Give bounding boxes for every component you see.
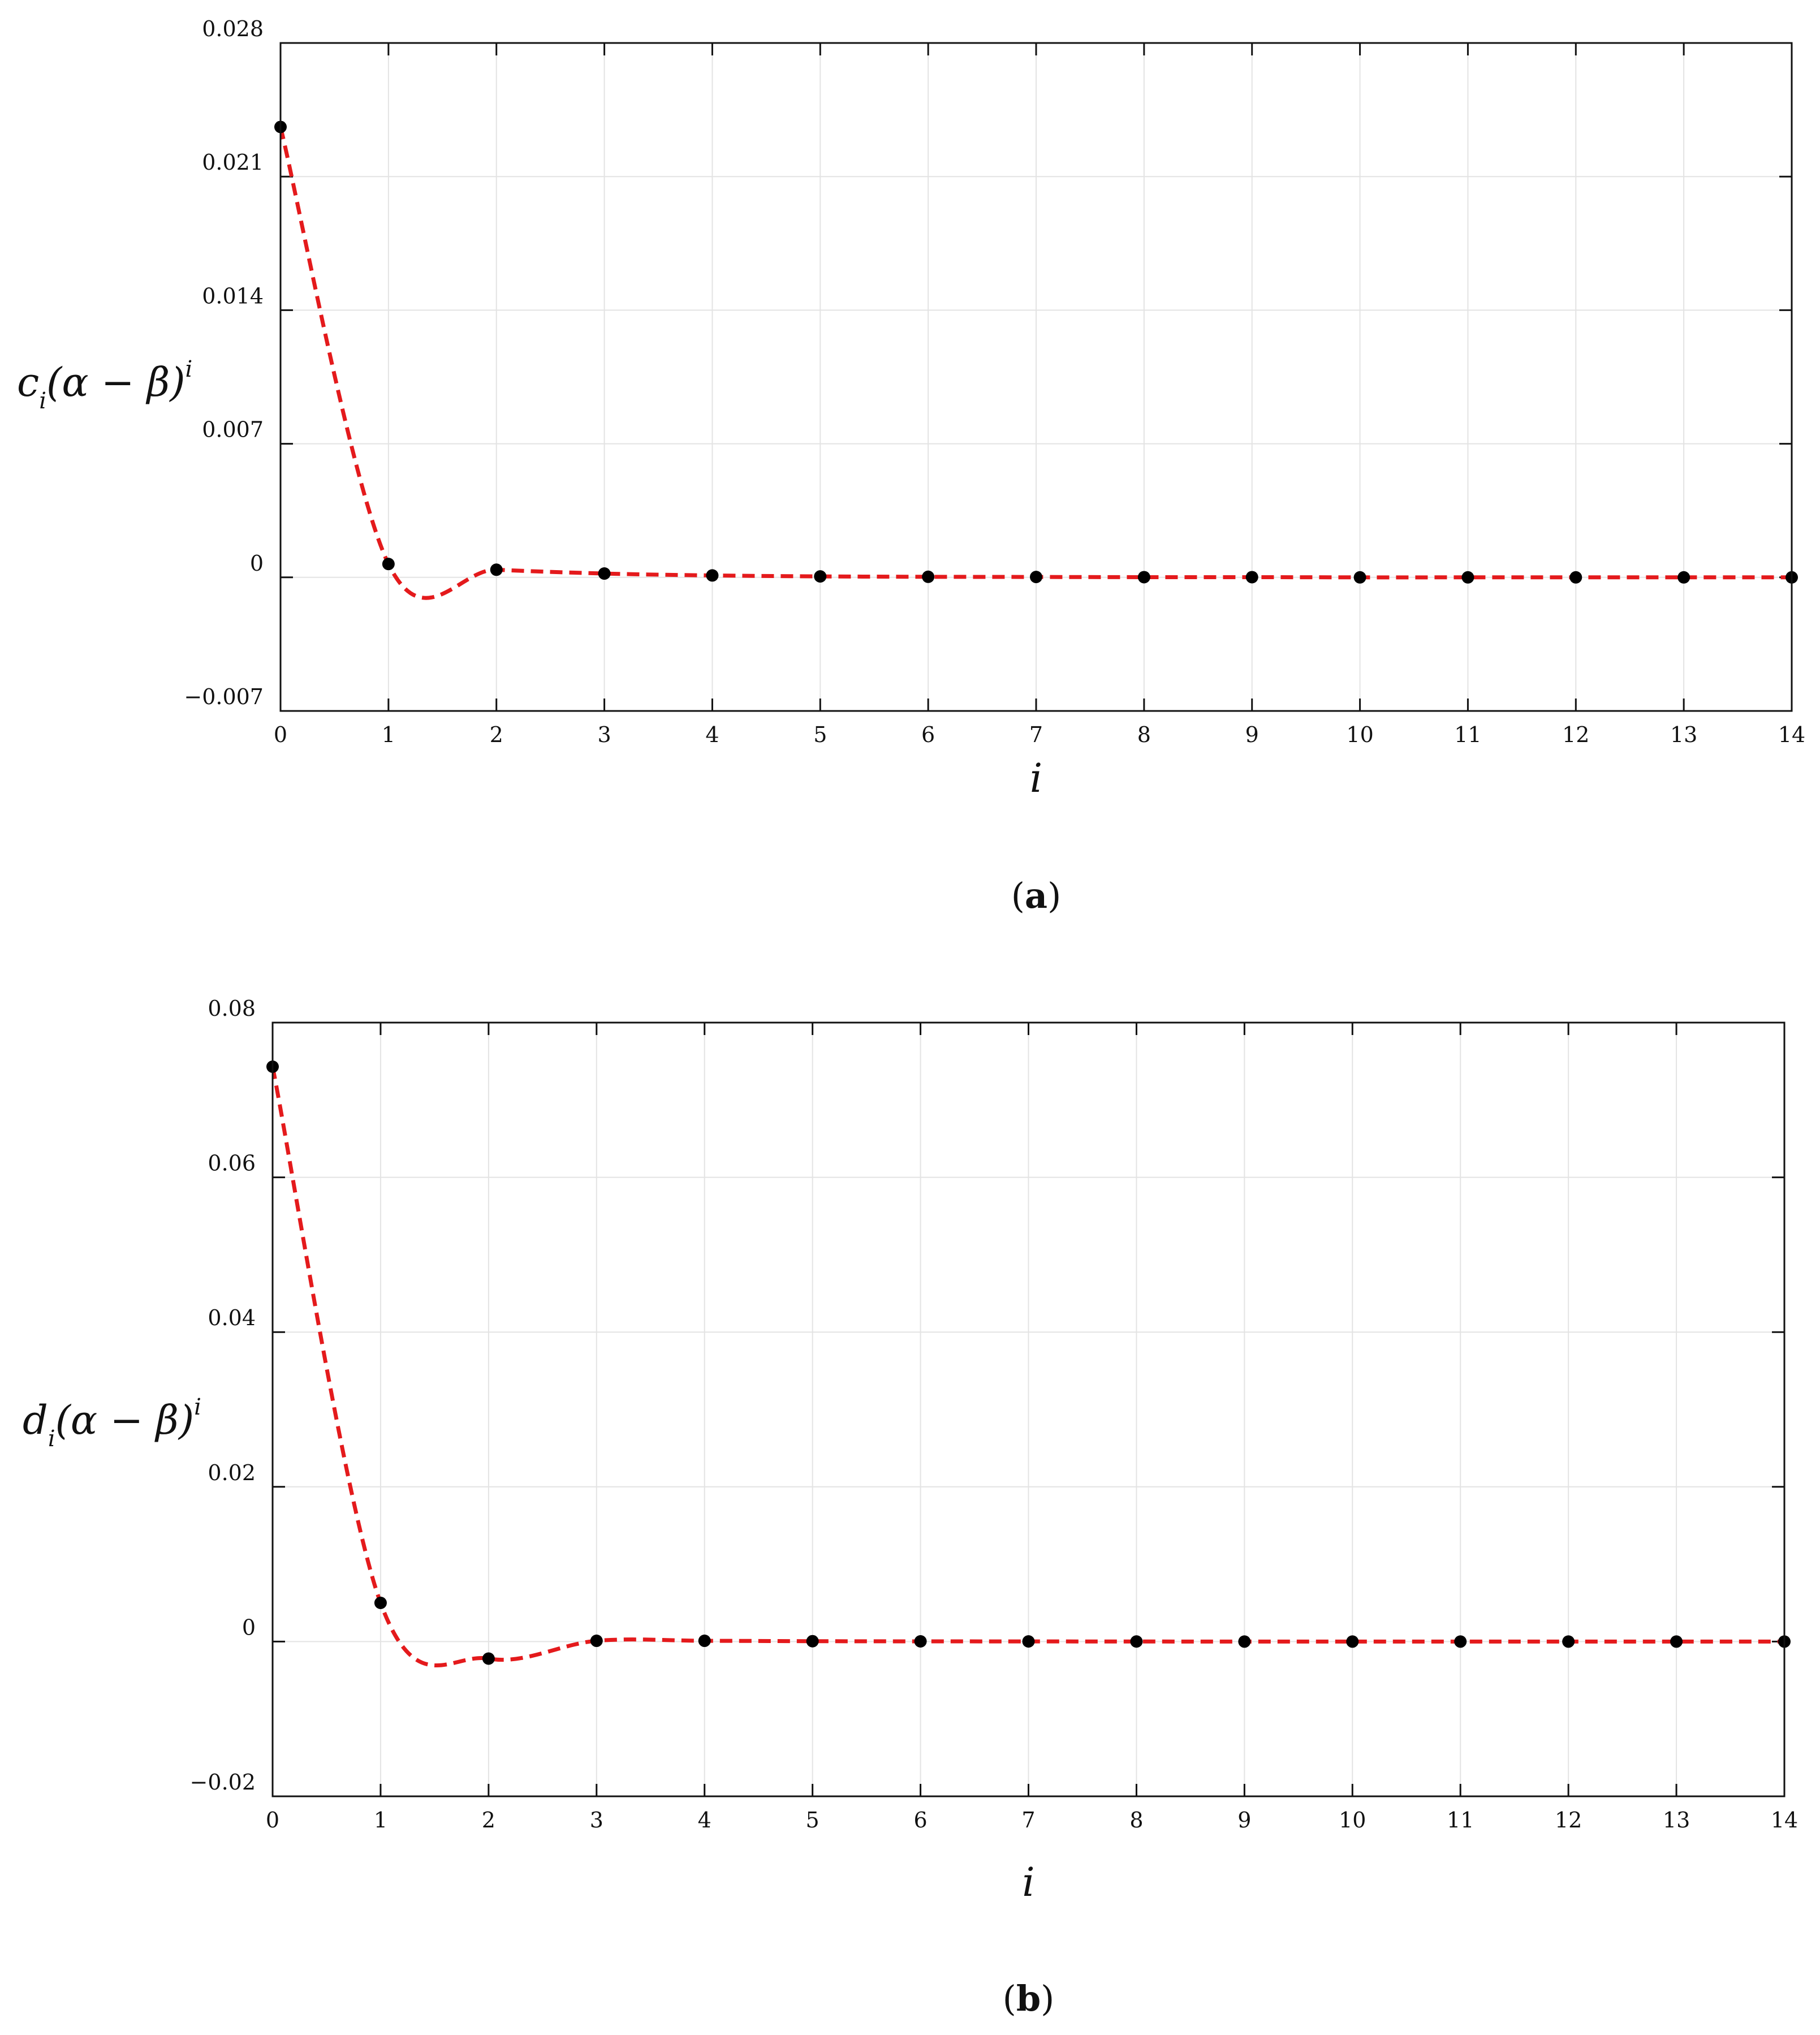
data-point-a-6 — [922, 570, 935, 583]
panel-label-a: (a) — [1011, 875, 1062, 916]
dashed-curve-b — [270, 1066, 1784, 1668]
data-point-b-3 — [590, 1635, 603, 1648]
x-tick-label-b: 5 — [806, 1808, 820, 1833]
x-tick-label-a: 7 — [1029, 722, 1043, 747]
x-tick-label-a: 4 — [705, 722, 719, 747]
data-points-b — [266, 1060, 1791, 1665]
data-point-a-4 — [706, 569, 719, 582]
x-tick-label-b: 14 — [1771, 1808, 1798, 1833]
data-point-a-13 — [1677, 571, 1690, 584]
data-points-a — [274, 120, 1798, 584]
y-tick-label-a: 0.014 — [202, 283, 264, 308]
y-axis-label-b: di(α − β)i — [23, 1394, 201, 1452]
y-axis-label-mid-b: (α − β) — [55, 1397, 195, 1443]
y-tick-label-a: 0.028 — [202, 16, 264, 41]
y-tick-label-a: 0.021 — [202, 150, 264, 175]
data-point-b-9 — [1238, 1635, 1251, 1648]
x-tick-label-a: 12 — [1562, 722, 1589, 747]
x-tick-label-a: 0 — [274, 722, 287, 747]
data-point-b-2 — [482, 1652, 495, 1665]
data-point-a-3 — [598, 567, 611, 580]
data-point-b-1 — [374, 1597, 387, 1609]
data-point-a-7 — [1030, 571, 1042, 584]
x-tick-label-b: 9 — [1237, 1808, 1251, 1833]
x-tick-label-b: 13 — [1663, 1808, 1690, 1833]
data-point-a-11 — [1461, 571, 1474, 584]
x-tick-label-a: 8 — [1137, 722, 1151, 747]
panel-b: 0 1 2 3 4 5 6 7 8 9 10 11 12 13 140.080.060.040.020−0.… — [23, 996, 1798, 2019]
data-point-b-13 — [1670, 1635, 1683, 1648]
x-tick-label-b: 6 — [913, 1808, 927, 1833]
y-tick-label-b: 0.04 — [208, 1305, 256, 1330]
data-point-a-2 — [490, 563, 503, 576]
panel-label-b: (b) — [1003, 1978, 1055, 2019]
x-tick-label-a: 3 — [597, 722, 611, 747]
data-point-b-12 — [1562, 1635, 1575, 1648]
x-tick-label-b: 1 — [374, 1808, 387, 1833]
x-tick-label-a: 13 — [1670, 722, 1697, 747]
data-point-a-1 — [382, 558, 395, 571]
panel-label-letter-b: b — [1016, 1978, 1041, 2019]
x-tick-label-b: 3 — [590, 1808, 603, 1833]
x-axis-label-a: i — [1030, 755, 1042, 801]
x-tick-label-b: 11 — [1447, 1808, 1474, 1833]
data-point-b-7 — [1022, 1635, 1035, 1648]
y-tick-label-b: −0.02 — [190, 1770, 256, 1795]
panel-label-letter-a: a — [1025, 875, 1047, 916]
grid-a — [280, 42, 1792, 712]
x-tick-label-a: 5 — [813, 722, 827, 747]
x-tick-label-b: 10 — [1339, 1808, 1366, 1833]
ticks-a: 0 1 2 3 4 5 6 7 8 9 10 11 12 13 140.0280.0210.0140.007… — [184, 16, 1805, 747]
y-tick-label-b: 0.08 — [208, 996, 256, 1021]
plot-frame-a — [279, 42, 1793, 712]
y-axis-label-base-a: c — [17, 359, 39, 406]
data-point-b-5 — [806, 1635, 819, 1648]
data-point-b-8 — [1130, 1635, 1143, 1648]
x-tick-label-b: 4 — [698, 1808, 711, 1833]
panel-a: 0 1 2 3 4 5 6 7 8 9 10 11 12 13 140.0280.0210.0140.007… — [17, 16, 1805, 916]
x-tick-label-a: 14 — [1778, 722, 1805, 747]
data-point-a-8 — [1137, 571, 1150, 584]
x-tick-label-a: 1 — [382, 722, 395, 747]
x-tick-label-a: 9 — [1245, 722, 1259, 747]
x-tick-label-b: 2 — [482, 1808, 495, 1833]
y-axis-label-mid-a: (α − β) — [46, 359, 186, 406]
x-tick-label-a: 6 — [921, 722, 935, 747]
y-axis-label-a: ci(α − β)i — [17, 356, 192, 414]
y-tick-label-a: 0 — [250, 551, 264, 576]
y-tick-label-b: 0 — [242, 1615, 256, 1640]
y-axis-label-base-b: d — [23, 1397, 48, 1443]
dashed-curve-a — [278, 126, 1792, 600]
x-tick-label-a: 2 — [490, 722, 503, 747]
ticks-b: 0 1 2 3 4 5 6 7 8 9 10 11 12 13 140.080.060.040.020−0.… — [190, 996, 1799, 1833]
y-axis-label-sub-b: i — [48, 1426, 55, 1452]
grid-b — [272, 1022, 1785, 1797]
x-tick-label-a: 10 — [1346, 722, 1373, 747]
data-point-b-11 — [1454, 1635, 1467, 1648]
data-point-a-5 — [814, 570, 827, 583]
x-tick-label-b: 8 — [1129, 1808, 1143, 1833]
data-point-b-4 — [698, 1635, 711, 1648]
plot-frame-b — [271, 1021, 1786, 1797]
y-tick-label-a: −0.007 — [184, 684, 264, 709]
data-point-a-10 — [1353, 571, 1366, 584]
x-tick-label-a: 11 — [1454, 722, 1481, 747]
data-point-b-10 — [1346, 1635, 1359, 1648]
y-axis-label-sub-a: i — [39, 388, 46, 414]
x-tick-label-b: 12 — [1555, 1808, 1582, 1833]
x-tick-label-b: 0 — [266, 1808, 279, 1833]
y-tick-label-b: 0.06 — [208, 1151, 256, 1176]
x-axis-label-b: i — [1022, 1859, 1034, 1905]
y-axis-label-sup-b: i — [194, 1394, 201, 1420]
data-point-b-6 — [914, 1635, 927, 1648]
y-tick-label-b: 0.02 — [208, 1460, 256, 1485]
y-axis-label-sup-a: i — [186, 356, 193, 382]
x-tick-label-b: 7 — [1021, 1808, 1035, 1833]
data-point-a-9 — [1245, 571, 1258, 584]
y-tick-label-a: 0.007 — [202, 417, 264, 442]
data-point-a-12 — [1569, 571, 1582, 584]
